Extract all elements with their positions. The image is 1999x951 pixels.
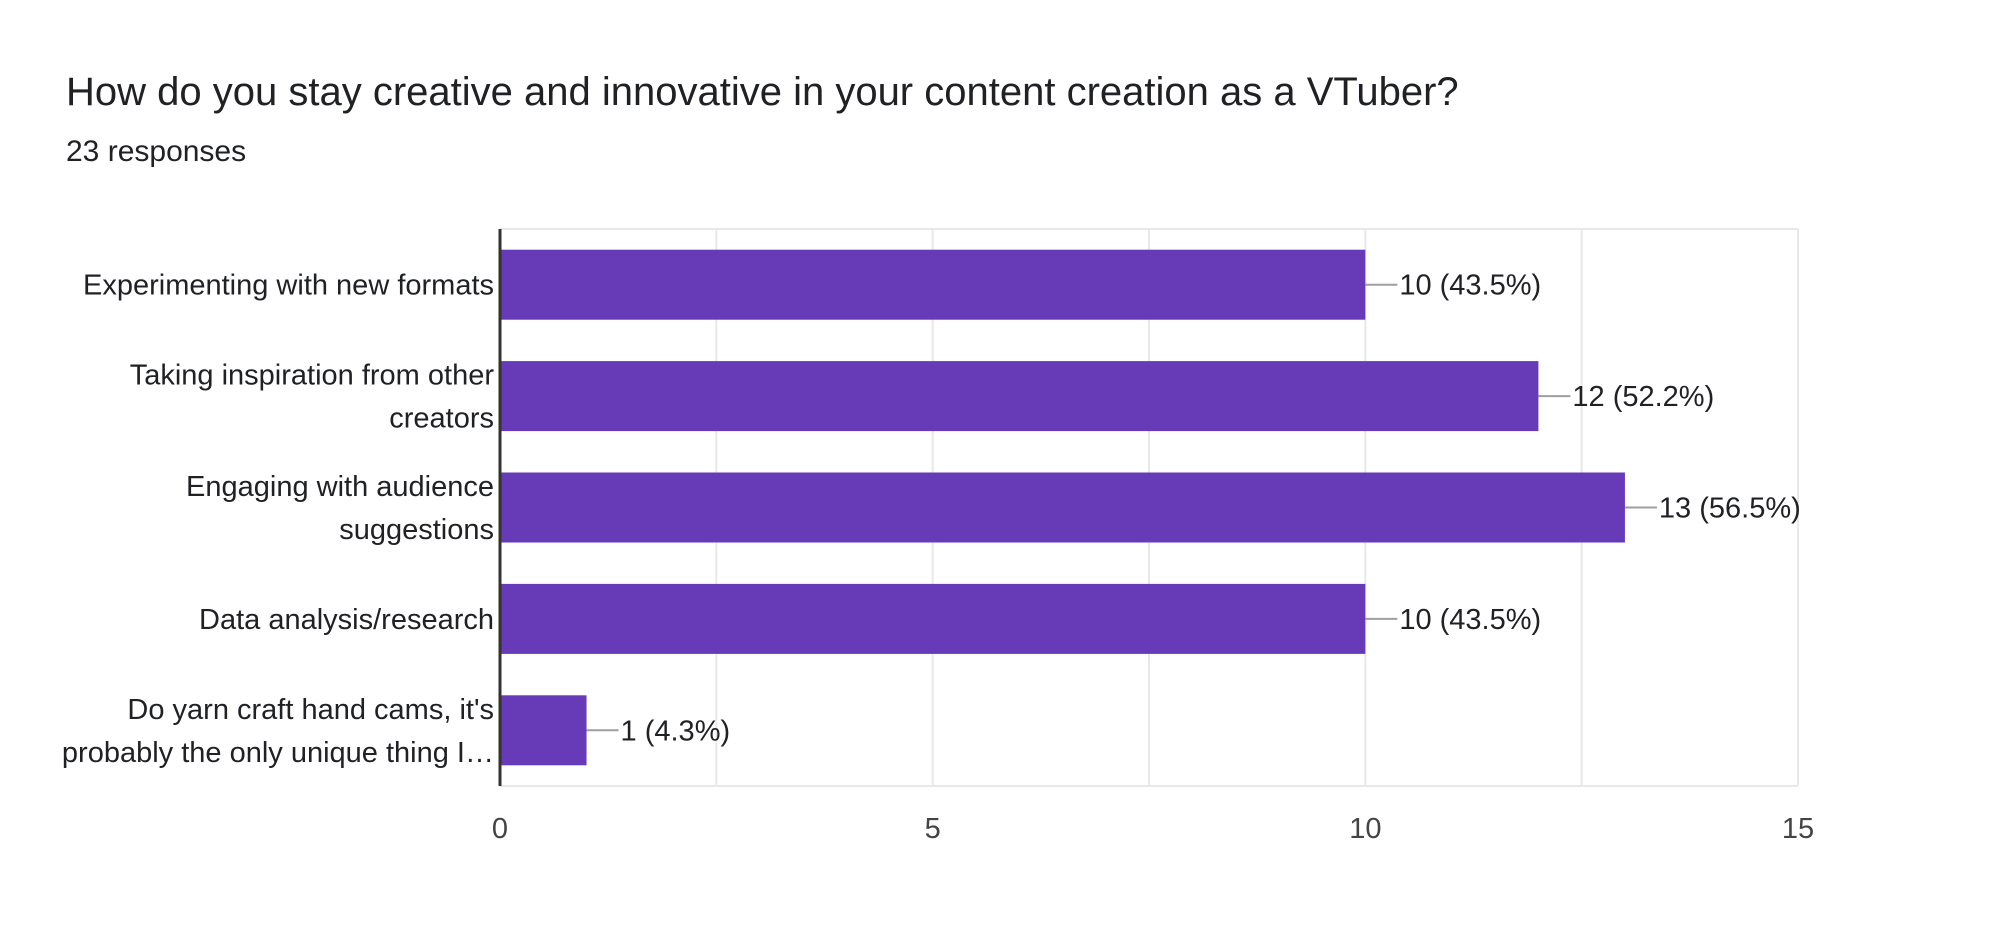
bar [500, 361, 1539, 432]
x-tick-label: 0 [492, 813, 508, 845]
bar [500, 583, 1366, 654]
category-label: Do yarn craft hand cams, it's [127, 694, 494, 726]
x-tick-label: 15 [1782, 813, 1814, 845]
axes: 0 5 10 15 [492, 229, 1814, 845]
labels: 10 (43.5%) Experimenting with new formats… [62, 270, 1801, 769]
x-tick-label: 5 [925, 813, 941, 845]
response-count: 23 responses [66, 135, 247, 168]
bar [500, 695, 587, 766]
bar [500, 472, 1625, 543]
bar [500, 249, 1366, 320]
value-label: 1 (4.3%) [621, 715, 731, 747]
category-label: Taking inspiration from other [130, 360, 495, 392]
bars [500, 249, 1625, 766]
category-label: creators [389, 403, 494, 435]
value-label: 10 (43.5%) [1399, 604, 1541, 636]
category-label: Experimenting with new formats [83, 270, 494, 302]
chart-title: How do you stay creative and innovative … [66, 70, 1459, 114]
category-label: Engaging with audience [186, 471, 494, 503]
category-label: probably the only unique thing I… [62, 737, 494, 769]
value-label: 13 (56.5%) [1659, 493, 1801, 525]
value-label: 10 (43.5%) [1399, 270, 1541, 302]
x-tick-label: 10 [1349, 813, 1381, 845]
category-label: Data analysis/research [199, 604, 494, 636]
grid-lines [500, 228, 1799, 787]
value-label: 12 (52.2%) [1572, 381, 1714, 413]
category-label: suggestions [339, 514, 494, 546]
